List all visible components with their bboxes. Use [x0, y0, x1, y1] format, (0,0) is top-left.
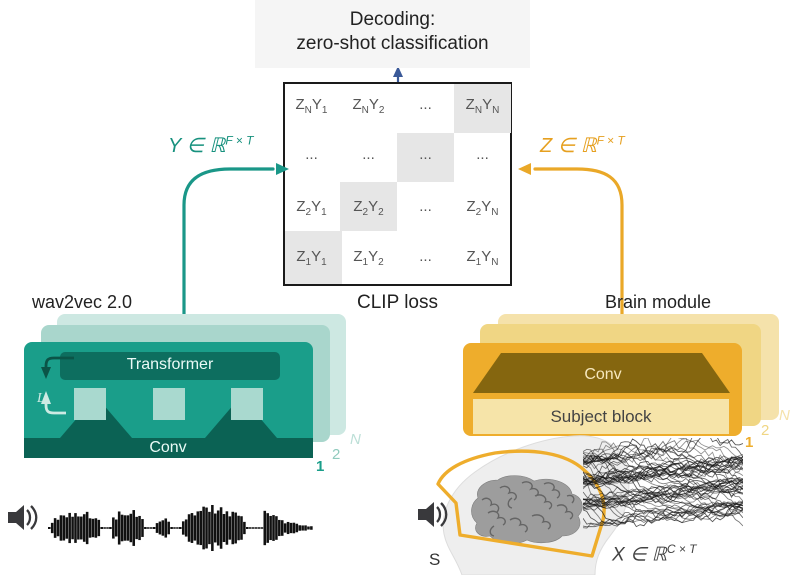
svg-text:Conv: Conv [149, 439, 186, 456]
svg-text:Conv: Conv [584, 366, 621, 383]
